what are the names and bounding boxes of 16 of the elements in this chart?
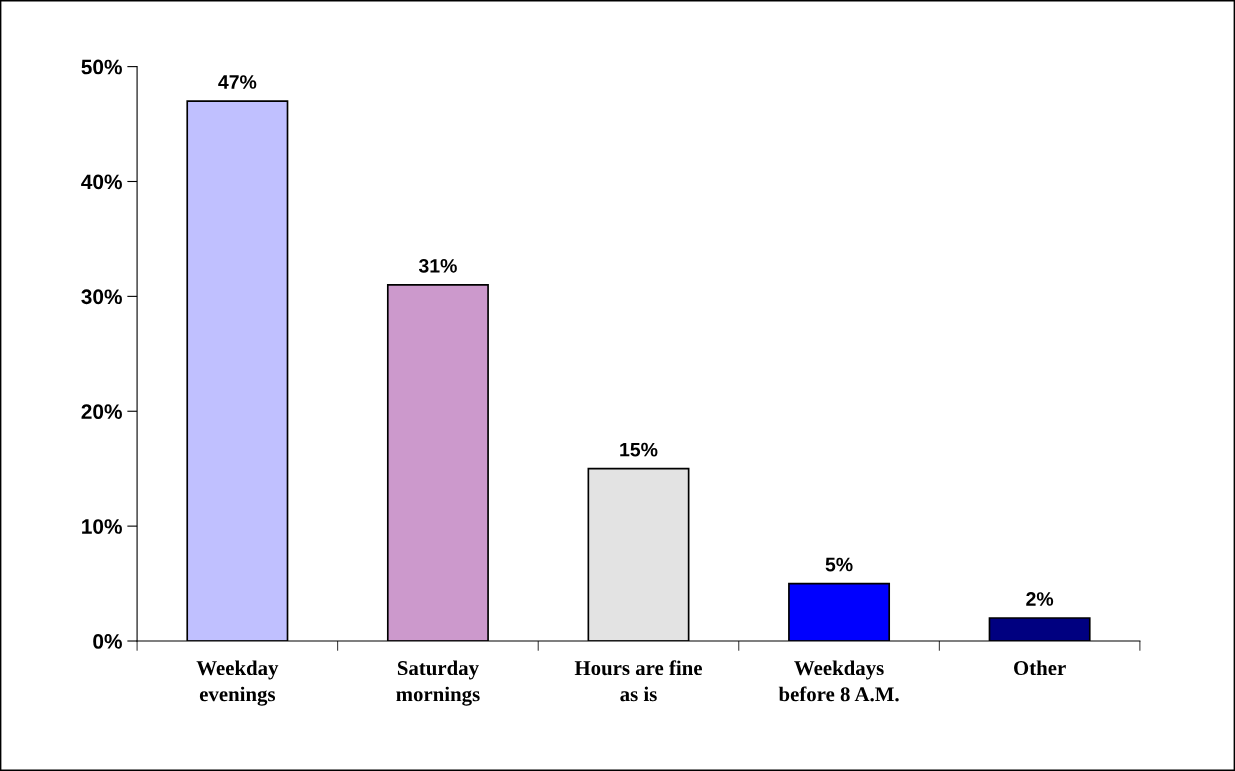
data-label: 5%: [825, 557, 853, 572]
data-label: 2%: [1026, 592, 1054, 606]
x-tick-label: Saturday mornings: [396, 660, 480, 706]
y-tick-label: 40%: [81, 174, 122, 190]
x-tick-label: Hours are fine as is: [574, 660, 702, 702]
data-label: 31%: [418, 258, 457, 273]
x-tick-label: Weekday evenings: [196, 660, 279, 706]
y-tick-label: 20%: [81, 404, 122, 420]
y-tick-label: 10%: [82, 519, 122, 534]
data-label: 47%: [218, 75, 257, 89]
y-tick-label: 50%: [81, 59, 122, 75]
y-tick-label: 30%: [81, 289, 122, 305]
x-tick-label: Weekdays before 8 A.M.: [778, 660, 899, 702]
x-tick-label: Other: [1014, 660, 1066, 676]
y-tick-label: 0%: [93, 634, 122, 649]
data-label: 15%: [620, 442, 658, 457]
